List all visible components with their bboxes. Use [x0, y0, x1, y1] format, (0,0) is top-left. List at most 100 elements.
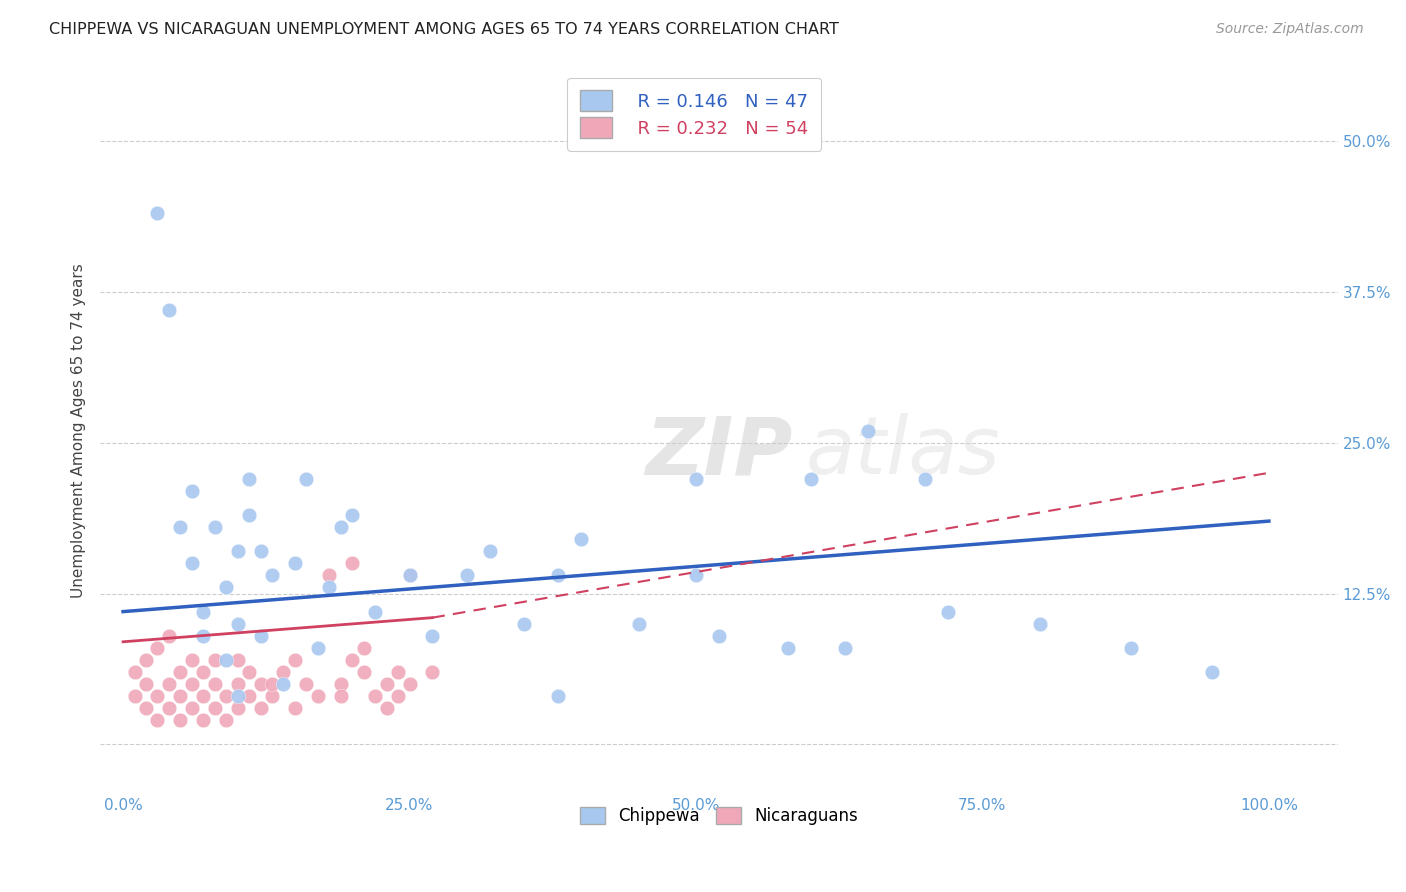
- Point: [375, 677, 398, 691]
- Point: [204, 520, 226, 534]
- Point: [398, 677, 420, 691]
- Point: [1028, 616, 1050, 631]
- Point: [364, 605, 387, 619]
- Point: [799, 472, 821, 486]
- Point: [856, 424, 879, 438]
- Text: CHIPPEWA VS NICARAGUAN UNEMPLOYMENT AMONG AGES 65 TO 74 YEARS CORRELATION CHART: CHIPPEWA VS NICARAGUAN UNEMPLOYMENT AMON…: [49, 22, 839, 37]
- Point: [273, 665, 295, 679]
- Legend: Chippewa, Nicaraguans: Chippewa, Nicaraguans: [569, 797, 869, 835]
- Point: [329, 520, 352, 534]
- Point: [284, 557, 307, 571]
- Point: [387, 665, 409, 679]
- Point: [169, 713, 191, 727]
- Point: [685, 568, 707, 582]
- Point: [776, 640, 799, 655]
- Point: [707, 629, 730, 643]
- Y-axis label: Unemployment Among Ages 65 to 74 years: Unemployment Among Ages 65 to 74 years: [72, 263, 86, 598]
- Point: [169, 520, 191, 534]
- Point: [387, 689, 409, 703]
- Point: [180, 483, 202, 498]
- Point: [226, 616, 249, 631]
- Point: [318, 568, 340, 582]
- Point: [238, 508, 260, 522]
- Point: [284, 653, 307, 667]
- Point: [627, 616, 650, 631]
- Point: [1121, 640, 1143, 655]
- Point: [273, 677, 295, 691]
- Point: [180, 677, 202, 691]
- Point: [135, 653, 157, 667]
- Point: [260, 689, 283, 703]
- Point: [124, 689, 146, 703]
- Point: [157, 629, 180, 643]
- Point: [238, 689, 260, 703]
- Point: [169, 689, 191, 703]
- Point: [204, 653, 226, 667]
- Point: [422, 665, 444, 679]
- Point: [249, 677, 271, 691]
- Point: [180, 557, 202, 571]
- Point: [193, 689, 215, 703]
- Point: [157, 677, 180, 691]
- Point: [353, 665, 375, 679]
- Point: [307, 640, 329, 655]
- Point: [260, 677, 283, 691]
- Point: [295, 677, 318, 691]
- Point: [157, 701, 180, 715]
- Point: [146, 689, 169, 703]
- Point: [478, 544, 501, 558]
- Point: [422, 629, 444, 643]
- Point: [180, 701, 202, 715]
- Point: [571, 532, 593, 546]
- Point: [249, 629, 271, 643]
- Point: [215, 653, 238, 667]
- Point: [318, 581, 340, 595]
- Point: [914, 472, 936, 486]
- Point: [260, 568, 283, 582]
- Point: [238, 665, 260, 679]
- Point: [685, 472, 707, 486]
- Point: [215, 581, 238, 595]
- Point: [215, 713, 238, 727]
- Point: [375, 701, 398, 715]
- Point: [342, 653, 364, 667]
- Point: [547, 689, 569, 703]
- Point: [329, 689, 352, 703]
- Point: [284, 701, 307, 715]
- Point: [342, 508, 364, 522]
- Point: [193, 713, 215, 727]
- Point: [238, 472, 260, 486]
- Point: [124, 665, 146, 679]
- Point: [226, 544, 249, 558]
- Point: [513, 616, 536, 631]
- Point: [342, 557, 364, 571]
- Point: [249, 701, 271, 715]
- Point: [157, 302, 180, 317]
- Point: [193, 629, 215, 643]
- Point: [1201, 665, 1223, 679]
- Point: [146, 206, 169, 220]
- Point: [307, 689, 329, 703]
- Point: [146, 640, 169, 655]
- Point: [353, 640, 375, 655]
- Point: [180, 653, 202, 667]
- Point: [456, 568, 478, 582]
- Point: [547, 568, 569, 582]
- Point: [204, 677, 226, 691]
- Point: [364, 689, 387, 703]
- Point: [215, 689, 238, 703]
- Point: [398, 568, 420, 582]
- Point: [329, 677, 352, 691]
- Point: [249, 544, 271, 558]
- Text: Source: ZipAtlas.com: Source: ZipAtlas.com: [1216, 22, 1364, 37]
- Point: [398, 568, 420, 582]
- Point: [226, 677, 249, 691]
- Point: [193, 605, 215, 619]
- Point: [135, 677, 157, 691]
- Point: [135, 701, 157, 715]
- Point: [204, 701, 226, 715]
- Point: [146, 713, 169, 727]
- Text: ZIP: ZIP: [644, 413, 792, 491]
- Point: [295, 472, 318, 486]
- Point: [226, 701, 249, 715]
